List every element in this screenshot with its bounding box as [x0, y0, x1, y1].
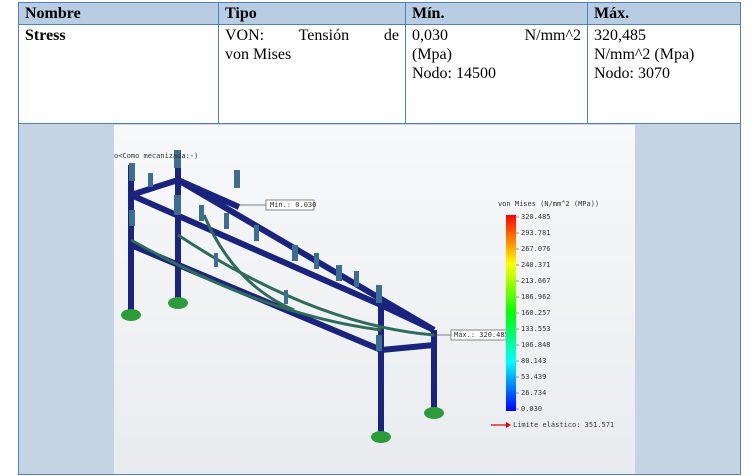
- legend-value: 53.439: [521, 373, 546, 381]
- cell-line: Nodo: 14500: [412, 64, 581, 83]
- cell-line: von Mises: [225, 45, 399, 64]
- legend-value: 320.485: [521, 213, 551, 221]
- stress-plot: o<Como mecanizada:-) Mín.: 0.030 Máx.: 3…: [114, 125, 635, 474]
- header-cell: Máx.: [588, 3, 741, 25]
- yield-label: Límite elástico: 351.571: [513, 421, 614, 429]
- cell-line: Stress: [25, 26, 212, 45]
- legend-value: 106.848: [521, 341, 551, 349]
- cell: Stress: [19, 25, 219, 124]
- header-cell: Nombre: [19, 3, 219, 25]
- header-cell: Tipo: [219, 3, 406, 25]
- legend-value: 186.962: [521, 293, 551, 301]
- results-table: Nombre Tipo Mín. Máx. Stress VON: Tensió…: [18, 2, 741, 475]
- legend-value: 0.030: [521, 405, 542, 413]
- cell-line: Nodo: 3070: [594, 64, 734, 83]
- cell-line: N/mm^2 (Mpa): [594, 45, 734, 64]
- color-scale: [506, 215, 516, 411]
- cell-line: 0,030 N/mm^2: [412, 26, 581, 45]
- legend-value: 26.734: [521, 389, 546, 397]
- cell-line: VON: Tensión de: [225, 26, 399, 45]
- legend-value: 160.257: [521, 309, 551, 317]
- legend-value: 293.781: [521, 229, 551, 237]
- legend-value: 267.076: [521, 245, 551, 253]
- legend-value: 133.553: [521, 325, 551, 333]
- page: {"table": { "header": ["Nombre", "Tipo",…: [0, 0, 754, 476]
- min-label: Mín.: 0.030: [270, 201, 316, 209]
- legend-value: 213.667: [521, 277, 551, 285]
- legend-value: 240.371: [521, 261, 551, 269]
- legend-title: von Mises (N/mm^2 (MPa)): [498, 200, 599, 208]
- header-row: Nombre Tipo Mín. Máx.: [19, 3, 741, 25]
- max-label: Máx.: 320.485: [454, 331, 509, 339]
- cell-line: 320,485: [594, 26, 734, 45]
- image-cell: o<Como mecanizada:-) Mín.: 0.030 Máx.: 3…: [19, 124, 741, 475]
- image-row: o<Como mecanizada:-) Mín.: 0.030 Máx.: 3…: [19, 124, 741, 475]
- header-cell: Mín.: [406, 3, 588, 25]
- watermark: o<Como mecanizada:-): [114, 152, 198, 160]
- cell-line: (Mpa): [412, 45, 581, 64]
- legend-value: 80.143: [521, 357, 546, 365]
- cell: 0,030 N/mm^2(Mpa)Nodo: 14500: [406, 25, 588, 124]
